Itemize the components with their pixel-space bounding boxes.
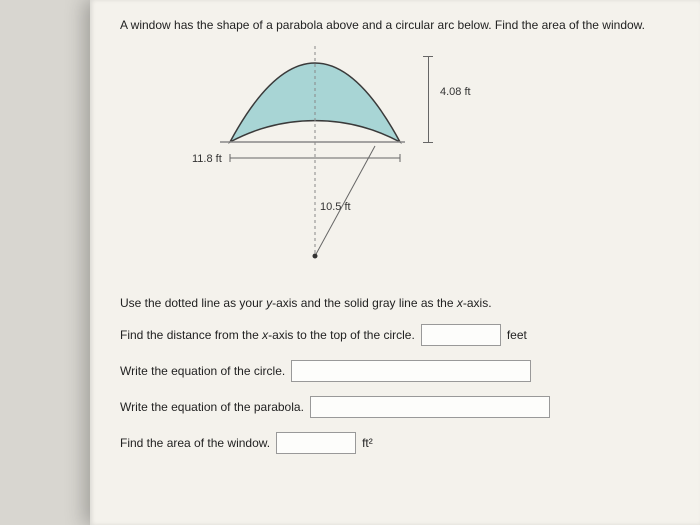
q4-unit: ft²	[362, 436, 373, 450]
axis-instruction: Use the dotted line as your y-axis and t…	[120, 296, 670, 310]
question-3-row: Write the equation of the parabola.	[120, 396, 670, 418]
q3-answer-input[interactable]	[310, 396, 550, 418]
q1-unit: feet	[507, 328, 527, 342]
radius-label: 10.5 ft	[320, 201, 351, 213]
q3-text: Write the equation of the parabola.	[120, 400, 304, 414]
question-4-row: Find the area of the window. ft²	[120, 432, 670, 454]
page-surface: A window has the shape of a parabola abo…	[90, 0, 700, 525]
q1-text: Find the distance from the x-axis to the…	[120, 328, 415, 342]
q4-answer-input[interactable]	[276, 432, 356, 454]
question-1-row: Find the distance from the x-axis to the…	[120, 324, 670, 346]
width-label: 11.8 ft	[192, 153, 222, 165]
instr-prefix: Use the dotted line as your	[120, 296, 266, 310]
q2-answer-input[interactable]	[291, 360, 531, 382]
height-label: 4.08 ft	[440, 86, 471, 98]
instr-mid: -axis and the solid gray line as the	[272, 296, 457, 310]
question-2-row: Write the equation of the circle.	[120, 360, 670, 382]
figure-container: 4.08 ft 11.8 ft 10.5 ft	[120, 46, 670, 276]
window-diagram	[220, 46, 420, 266]
height-tick-bottom	[423, 142, 433, 143]
height-tick-top	[423, 56, 433, 57]
q1-answer-input[interactable]	[421, 324, 501, 346]
q4-text: Find the area of the window.	[120, 436, 270, 450]
problem-statement: A window has the shape of a parabola abo…	[120, 18, 670, 32]
instr-suffix: -axis.	[463, 296, 492, 310]
height-dim-line	[428, 56, 429, 142]
q2-text: Write the equation of the circle.	[120, 364, 285, 378]
